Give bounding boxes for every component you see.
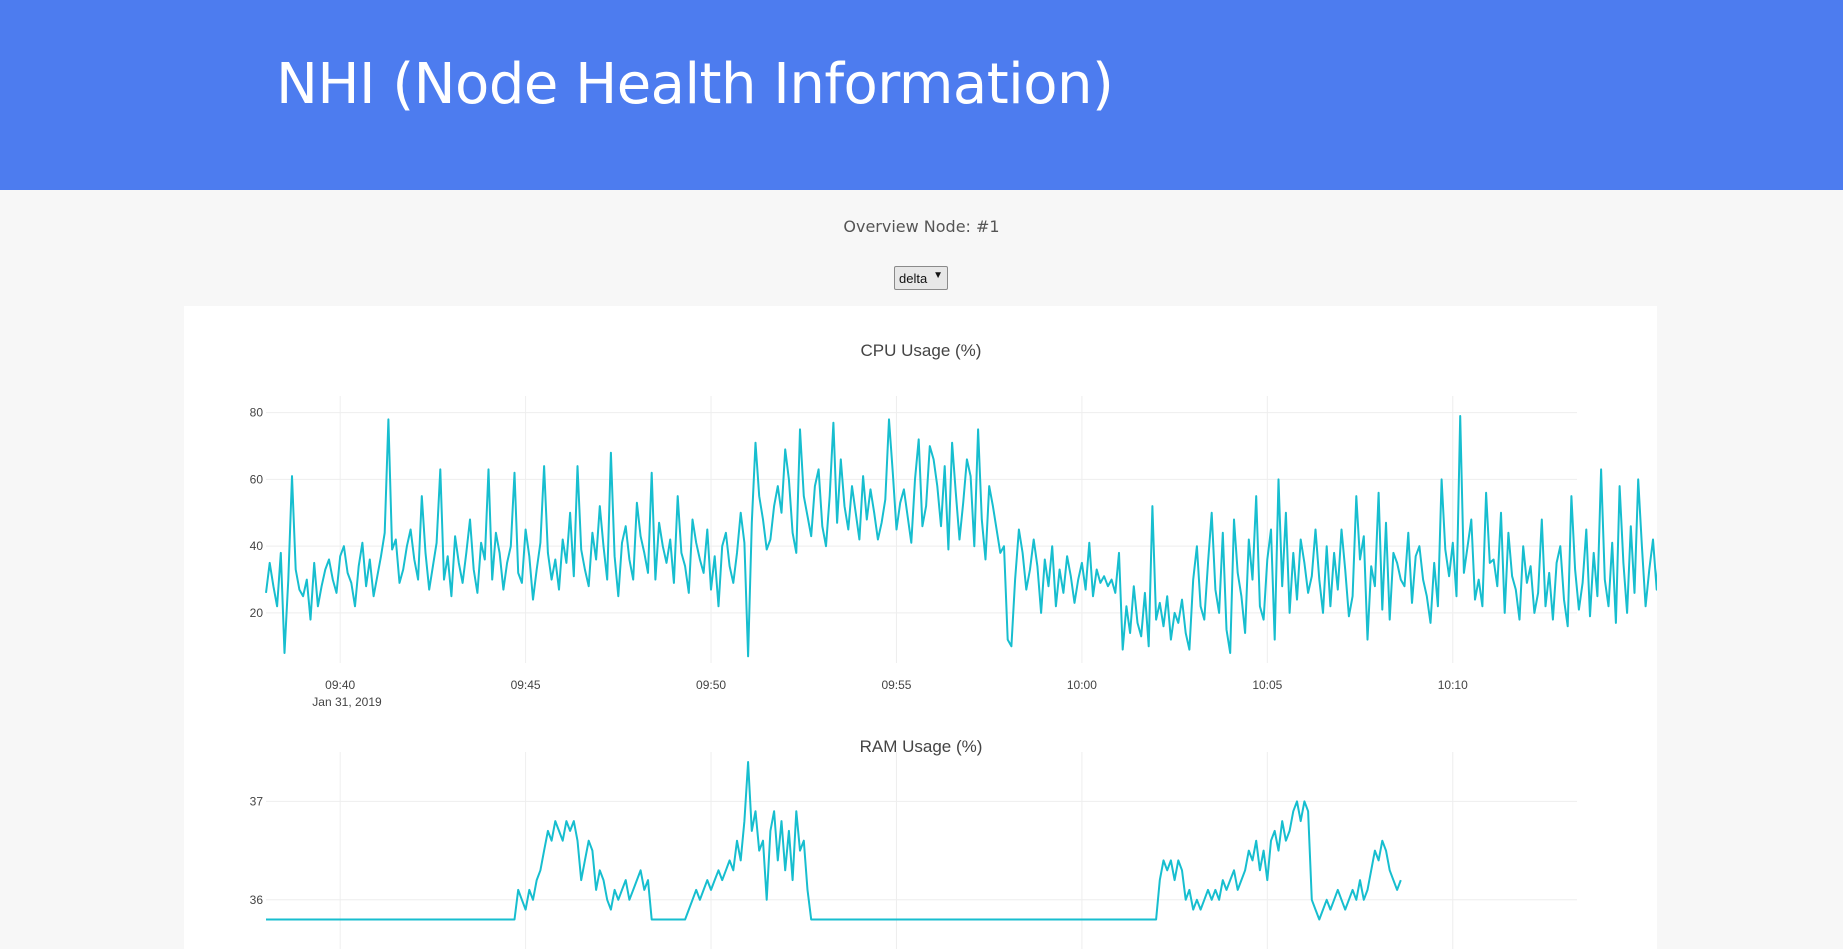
x-tick-label: 09:40 xyxy=(325,678,355,692)
cpu-usage-chart[interactable]: CPU Usage (%) 20 40 60 80 09:40 09:45 09:50 09:… xyxy=(184,306,1657,726)
node-select-value: delta xyxy=(899,271,928,286)
ram-usage-chart[interactable]: RAM Usage (%) 36 37 xyxy=(184,726,1657,949)
x-tick-label: 09:45 xyxy=(511,678,541,692)
page-title: NHI (Node Health Information) xyxy=(276,52,1114,117)
y-tick-label: 36 xyxy=(250,893,264,907)
x-tick-label: 10:00 xyxy=(1067,678,1097,692)
x-tick-label: 09:50 xyxy=(696,678,726,692)
overview-label: Overview Node: #1 xyxy=(843,217,1000,236)
chevron-down-icon: ▼ xyxy=(933,270,943,281)
x-tick-label: 09:55 xyxy=(881,678,911,692)
charts-panel: CPU Usage (%) 20 40 60 80 09:40 09:45 09:50 09:… xyxy=(184,306,1657,949)
date-label: Jan 31, 2019 xyxy=(312,695,382,709)
series-line[interactable] xyxy=(265,415,1657,658)
chart-title: CPU Usage (%) xyxy=(861,341,982,360)
node-select[interactable]: delta ▼ xyxy=(894,266,948,290)
page-header: NHI (Node Health Information) xyxy=(0,0,1843,190)
y-tick-label: 80 xyxy=(250,406,264,420)
series-line[interactable] xyxy=(266,761,1402,921)
chart-title: RAM Usage (%) xyxy=(860,737,983,756)
x-tick-label: 10:10 xyxy=(1438,678,1468,692)
x-tick-label: 10:05 xyxy=(1252,678,1282,692)
y-tick-label: 20 xyxy=(250,606,264,620)
y-tick-label: 37 xyxy=(250,794,264,808)
y-tick-label: 60 xyxy=(250,472,264,486)
y-tick-label: 40 xyxy=(250,539,264,553)
